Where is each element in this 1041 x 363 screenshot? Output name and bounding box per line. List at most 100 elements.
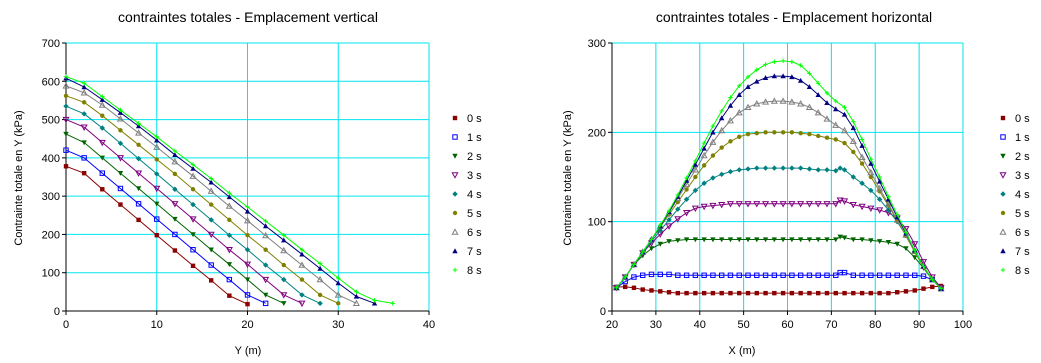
x-tick-label: 80 [869,319,881,331]
data-point [666,217,672,223]
data-point [700,151,708,159]
data-point [816,290,821,296]
data-point [772,59,777,64]
data-point [80,89,88,96]
data-point [172,152,178,157]
data-point [701,145,707,151]
data-point [81,140,87,146]
data-point [807,71,812,76]
data-point [833,137,838,142]
data-point [710,290,716,296]
data-point [850,125,857,131]
series-line [616,167,942,290]
data-point [154,157,159,162]
data-point [135,129,143,136]
data-point [208,262,214,268]
data-point [227,190,232,196]
data-point [666,239,672,245]
data-point [836,197,844,204]
y-axis-label-horizontal: Contrainte totale en Y (kPa) [562,110,574,245]
data-point [753,100,761,107]
data-point [815,167,821,173]
data-point [770,97,778,104]
data-point [710,129,716,135]
data-point [762,165,769,171]
data-point [154,201,160,207]
data-point [903,272,909,278]
data-point [824,272,830,278]
chart-vertical: contraintes totales - Emplacement vertic… [13,9,482,357]
data-point [190,247,196,253]
data-point [648,246,655,252]
data-point [824,135,830,140]
series-vertical-7 [63,75,378,306]
data-point [859,272,865,278]
data-point [135,170,143,177]
data-point [244,292,251,298]
legend-label: 5 s [467,208,482,220]
data-point [867,205,875,213]
data-point [771,73,778,79]
data-point [762,98,770,105]
data-point [837,234,843,240]
data-point [172,231,178,238]
data-point [701,140,707,146]
legend-label: 2 s [467,151,482,163]
data-point [797,165,804,171]
data-point [789,290,795,296]
data-point [718,272,725,278]
data-point [816,133,821,139]
data-point [62,116,70,124]
data-point [63,103,69,109]
data-point [754,290,759,296]
data-point [225,247,233,254]
data-point [842,140,847,146]
data-point [98,101,106,108]
data-point [736,272,742,278]
data-point [693,290,698,296]
data-point [824,290,830,296]
legend-label: 0 s [467,113,482,125]
data-point [737,290,742,296]
data-point [894,212,900,217]
data-point [692,161,699,167]
data-point [719,108,724,114]
data-point [691,166,699,173]
y-tick-label: 700 [42,38,60,50]
data-point [797,77,804,83]
data-point [814,201,822,208]
legend-label: 6 s [467,227,482,239]
legend-marker [1000,115,1006,121]
data-point [903,230,909,235]
x-axis-label-horizontal: X (m) [729,345,756,357]
y-tick-label: 600 [42,76,60,88]
legend-marker [1000,267,1006,273]
data-point [938,286,944,291]
data-point [336,275,341,281]
data-point [675,238,681,244]
data-point [771,165,778,171]
data-point [299,247,305,252]
data-point [912,255,918,261]
series-horizontal-1 [613,269,944,292]
data-point [100,113,105,118]
data-point [209,202,214,207]
legend-marker [452,115,458,121]
legend-label: 8 s [1015,265,1030,277]
series-line [65,149,266,304]
data-point [226,276,233,283]
data-point [243,216,252,224]
series-vertical-1 [63,147,269,307]
data-point [762,201,770,208]
data-point [753,201,761,208]
data-point [262,276,270,284]
data-point [317,300,323,307]
legend-marker [452,248,458,254]
data-point [903,289,909,294]
legend-marker [1000,210,1006,216]
data-point [745,290,751,296]
data-point [797,272,804,278]
data-point [921,286,926,291]
data-point [684,187,689,192]
data-point [868,187,874,194]
